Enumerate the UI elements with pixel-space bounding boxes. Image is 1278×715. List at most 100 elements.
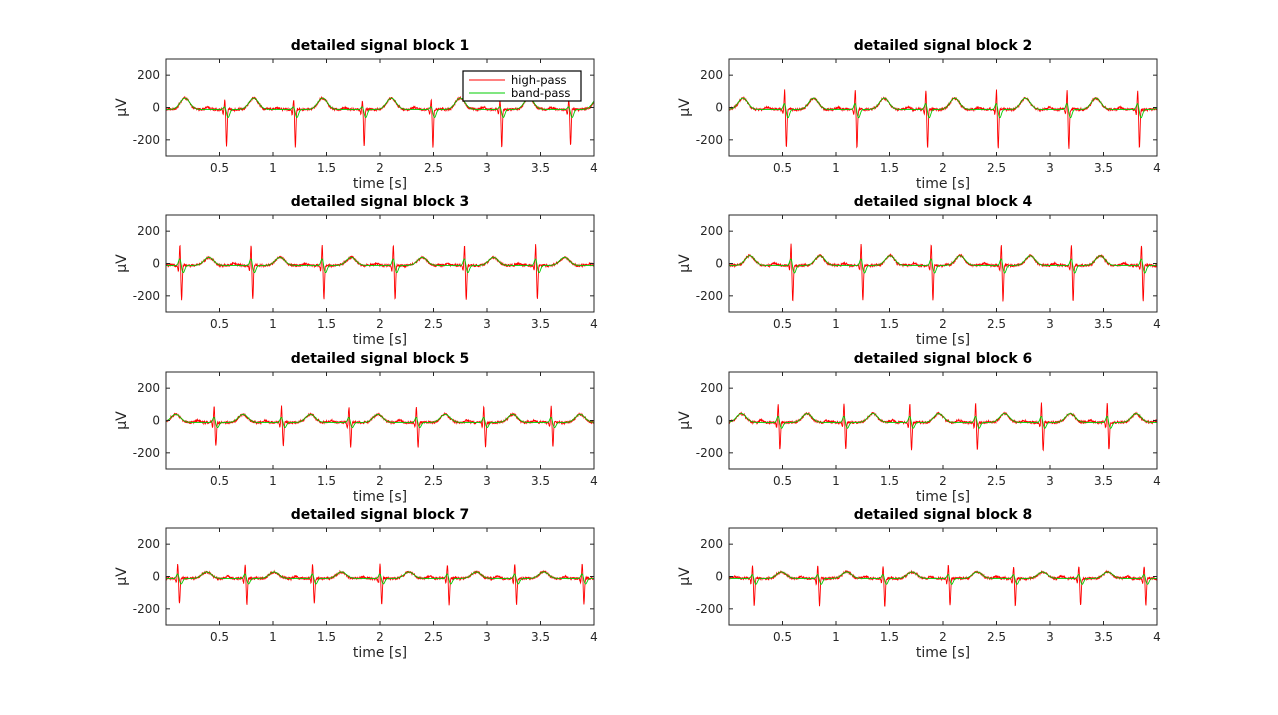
x-tick-label: 2.5 [987,630,1006,644]
band-pass-trace [166,571,594,585]
x-tick-label: 2.5 [987,474,1006,488]
y-axis-label: μV [677,567,693,586]
x-axis-label: time [s] [353,489,407,505]
x-tick-label: 3 [1046,161,1054,175]
y-tick-label: 200 [700,381,723,395]
band-pass-trace [729,571,1157,585]
x-tick-label: 1 [269,474,277,488]
y-axis-label: μV [677,254,693,273]
chart-title: detailed signal block 4 [854,194,1033,210]
x-tick-label: 2.5 [424,317,443,331]
x-tick-label: 2 [939,630,947,644]
band-pass-trace [729,413,1157,429]
x-tick-label: 0.5 [210,161,229,175]
y-tick-label: -200 [696,602,723,616]
y-tick-label: 0 [715,101,723,115]
x-tick-label: 1 [832,317,840,331]
x-tick-label: 1.5 [880,474,899,488]
plot-area [729,528,1157,625]
x-tick-label: 2 [376,630,384,644]
x-tick-label: 4 [590,474,598,488]
x-tick-label: 2 [376,474,384,488]
x-tick-label: 0.5 [773,474,792,488]
y-tick-label: 0 [152,414,160,428]
x-axis-label: time [s] [353,332,407,348]
y-tick-label: 0 [152,257,160,271]
x-tick-label: 2 [939,161,947,175]
x-tick-label: 3.5 [1094,630,1113,644]
x-tick-label: 4 [1153,630,1161,644]
x-tick-label: 2.5 [424,474,443,488]
x-tick-label: 1 [832,161,840,175]
chart-title: detailed signal block 7 [291,507,470,523]
chart-block-2: 0.5 1 1.5 2 2.5 3 3.5 4 200 0 -200 detailed signal … [677,38,1161,192]
x-axis-label: time [s] [916,332,970,348]
y-tick-label: 200 [700,224,723,238]
y-tick-label: -200 [696,133,723,147]
y-axis-label: μV [114,98,130,117]
x-tick-label: 0.5 [773,161,792,175]
x-tick-label: 3 [483,474,491,488]
y-tick-label: -200 [133,602,160,616]
x-tick-label: 4 [590,161,598,175]
chart-title: detailed signal block 2 [854,38,1033,54]
x-axis-label: time [s] [353,645,407,661]
x-tick-label: 0.5 [773,317,792,331]
x-tick-label: 4 [590,317,598,331]
x-tick-label: 2.5 [987,317,1006,331]
legend-box [462,70,582,102]
x-tick-label: 4 [1153,317,1161,331]
x-tick-label: 0.5 [210,630,229,644]
chart-title: detailed signal block 1 [291,38,470,54]
y-tick-label: -200 [696,289,723,303]
chart-block-4: 0.5 1 1.5 2 2.5 3 3.5 4 200 0 -200 detailed signal … [677,194,1161,348]
y-tick-label: 0 [152,570,160,584]
y-tick-label: -200 [696,446,723,460]
y-tick-label: 200 [700,68,723,82]
chart-title: detailed signal block 8 [854,507,1033,523]
band-pass-trace [729,255,1157,274]
plot-area [166,528,594,625]
x-tick-label: 3 [483,630,491,644]
x-axis-label: time [s] [916,176,970,192]
y-tick-label: 200 [700,537,723,551]
x-tick-label: 2.5 [424,161,443,175]
x-tick-label: 2 [939,317,947,331]
y-tick-label: 200 [137,224,160,238]
y-tick-label: 0 [715,257,723,271]
x-tick-label: 2 [376,161,384,175]
x-tick-label: 3.5 [1094,317,1113,331]
chart-block-5: 0.5 1 1.5 2 2.5 3 3.5 4 200 0 -200 detailed signal … [114,351,598,505]
x-tick-label: 2 [376,317,384,331]
x-tick-label: 3 [1046,474,1054,488]
plot-area [166,372,594,469]
x-tick-label: 3.5 [1094,474,1113,488]
x-tick-label: 0.5 [210,474,229,488]
x-tick-label: 3 [483,317,491,331]
x-tick-label: 1 [269,630,277,644]
x-tick-label: 1 [269,161,277,175]
plot-area [729,372,1157,469]
band-pass-trace [166,413,594,429]
y-axis-label: μV [114,411,130,430]
x-tick-label: 3 [1046,317,1054,331]
x-tick-label: 3.5 [531,630,550,644]
x-tick-label: 2.5 [424,630,443,644]
y-tick-label: 0 [152,101,160,115]
chart-title: detailed signal block 5 [291,351,470,367]
x-tick-label: 3.5 [531,317,550,331]
x-tick-label: 0.5 [773,630,792,644]
legend-entry: high-pass [511,73,567,87]
x-tick-label: 3.5 [531,474,550,488]
y-tick-label: 200 [137,68,160,82]
y-tick-label: 200 [137,537,160,551]
chart-title: detailed signal block 6 [854,351,1033,367]
x-tick-label: 1.5 [317,317,336,331]
x-tick-label: 3 [1046,630,1054,644]
y-axis-label: μV [114,254,130,273]
y-tick-label: 0 [715,570,723,584]
x-tick-label: 1.5 [880,317,899,331]
x-tick-label: 1.5 [880,161,899,175]
x-tick-label: 0.5 [210,317,229,331]
